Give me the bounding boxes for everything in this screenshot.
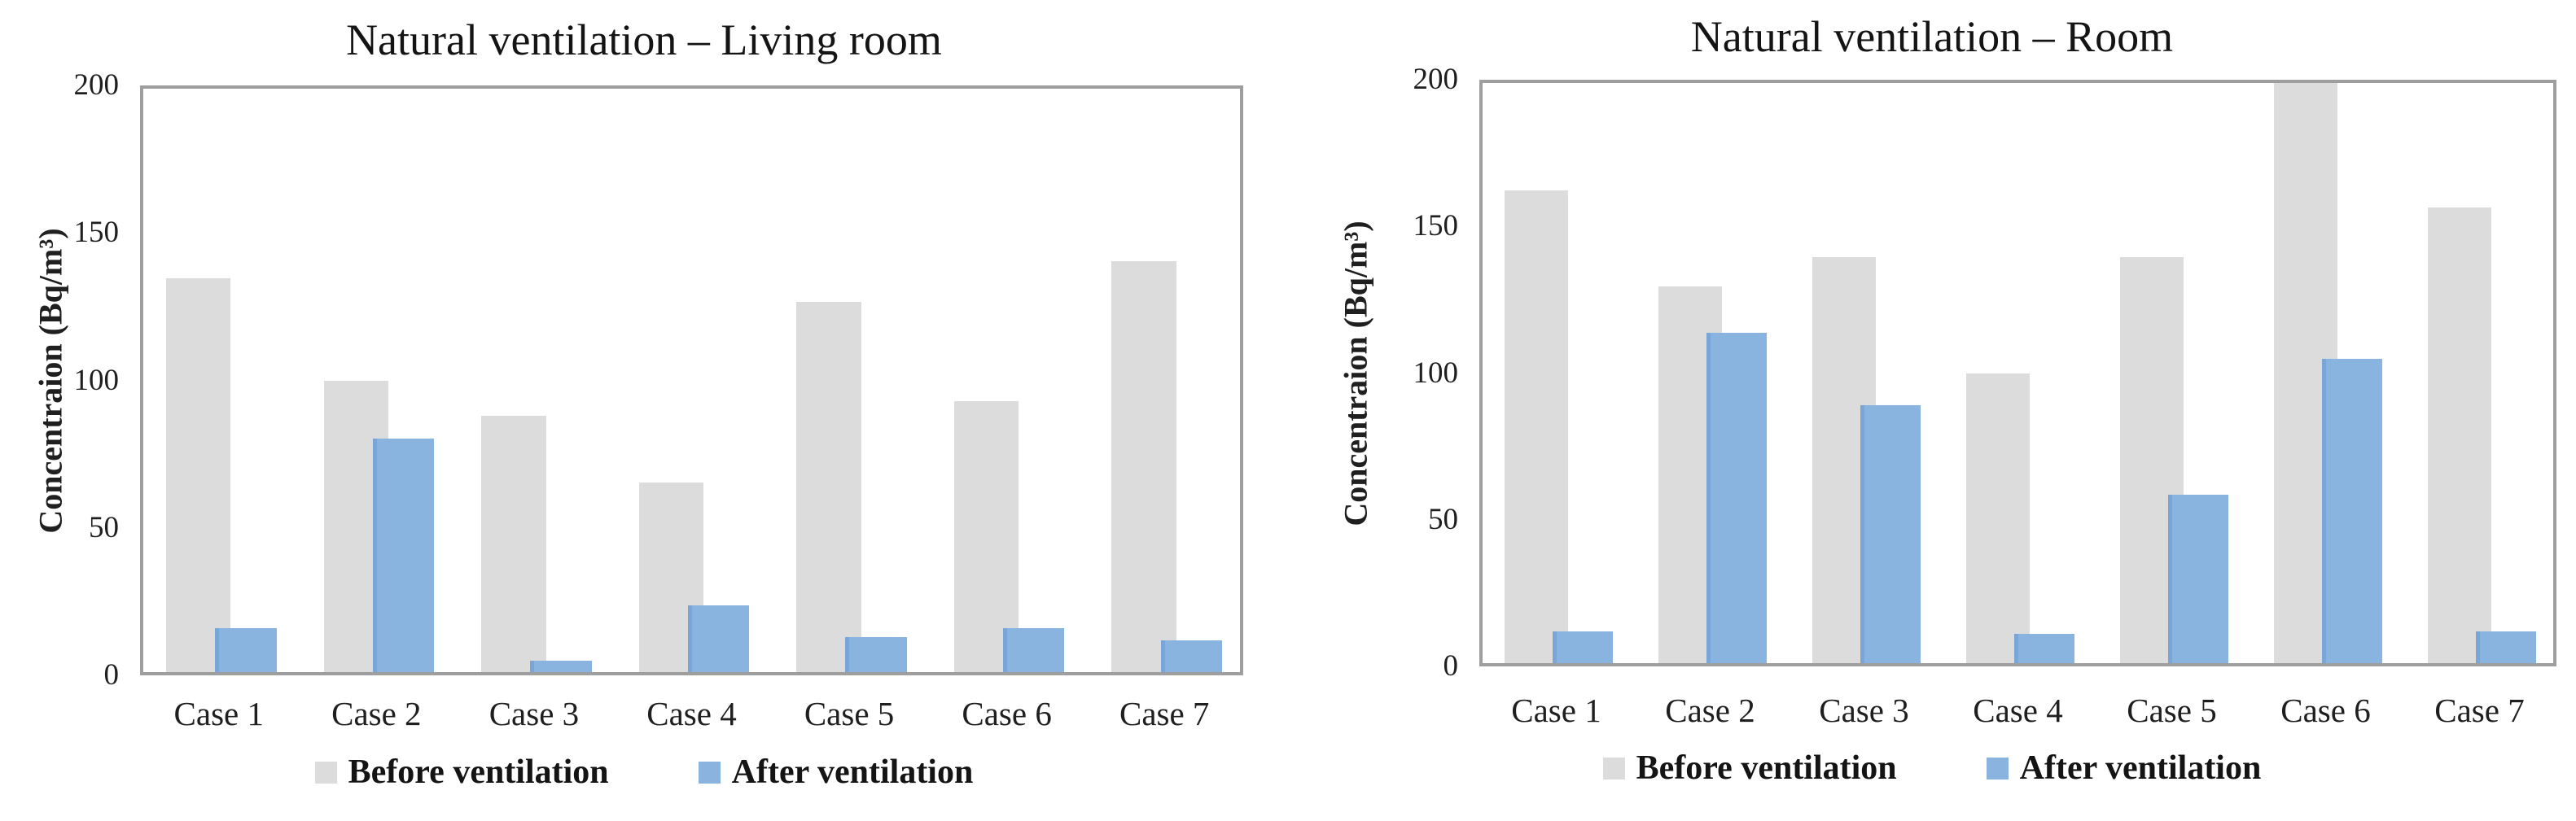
- y-tick-label: 100: [73, 363, 120, 397]
- bar-after-case-7: [1160, 640, 1222, 672]
- x-category-label: Case 1: [1511, 692, 1601, 729]
- bar-before-case-7: [1111, 260, 1176, 672]
- x-category-label: Case 7: [1119, 695, 1210, 732]
- plot-area: [1479, 80, 2556, 666]
- x-category-label: Case 3: [488, 695, 580, 732]
- bar-after-case-5: [845, 636, 907, 672]
- plot-area: [140, 85, 1243, 675]
- y-tick-label: 150: [1413, 209, 1459, 243]
- legend-label: After ventilation: [731, 753, 974, 791]
- legend-label: Before ventilation: [348, 753, 609, 791]
- bar-before-case-1: [166, 278, 231, 672]
- legend-entry: Before ventilation: [1602, 749, 1897, 788]
- bar-after-case-2: [372, 439, 435, 672]
- bar-before-case-4: [1966, 373, 2030, 663]
- y-tick-label: 200: [1413, 63, 1459, 96]
- x-category-label: Case 2: [331, 695, 422, 732]
- y-tick-label: 150: [73, 216, 120, 250]
- bar-before-case-5: [796, 301, 861, 672]
- x-category-label: Case 5: [2127, 692, 2217, 729]
- bar-after-case-1: [1552, 631, 1613, 663]
- legend-swatch: [698, 761, 721, 784]
- bar-after-case-7: [2475, 631, 2536, 663]
- bar-after-case-5: [2167, 495, 2228, 663]
- x-category-label: Case 1: [173, 695, 264, 732]
- legend-swatch: [314, 761, 337, 784]
- y-tick-label: 0: [1443, 649, 1459, 683]
- legend: Before ventilation After ventilation: [1288, 749, 2576, 788]
- bar-after-case-4: [687, 605, 750, 672]
- x-category-label: Case 6: [2280, 692, 2371, 729]
- bar-after-case-1: [215, 628, 277, 672]
- legend: Before ventilation After ventilation: [0, 753, 1288, 792]
- x-category-label: Case 5: [804, 695, 895, 732]
- bar-after-case-6: [1002, 628, 1065, 672]
- legend-entry: Before ventilation: [314, 753, 609, 792]
- legend-entry: After ventilation: [698, 753, 974, 792]
- bar-before-case-3: [481, 415, 546, 672]
- chart-panel-living-room: Natural ventilation – Living room Concen…: [0, 15, 1288, 792]
- bar-before-case-6: [953, 400, 1019, 672]
- x-category-label: Case 4: [646, 695, 737, 732]
- y-tick-label: 0: [103, 658, 120, 692]
- y-tick-label: 100: [1413, 356, 1459, 390]
- legend-label: After ventilation: [2019, 749, 2262, 787]
- x-category-label: Case 7: [2434, 692, 2525, 729]
- y-tick-label: 50: [89, 510, 119, 544]
- x-category-label: Case 2: [1665, 692, 1755, 729]
- legend-swatch: [1986, 757, 2009, 780]
- legend-label: Before ventilation: [1636, 749, 1897, 787]
- bar-after-case-6: [2321, 358, 2382, 663]
- x-category-label: Case 4: [1973, 692, 2063, 729]
- x-category-label: Case 3: [1819, 692, 1909, 729]
- y-tick-label: 200: [73, 68, 120, 102]
- bar-before-case-7: [2428, 207, 2491, 663]
- bar-before-case-1: [1505, 190, 1568, 663]
- y-tick-label: 50: [1428, 502, 1458, 536]
- bar-after-case-4: [2013, 634, 2074, 663]
- chart-title: Natural ventilation – Living room: [346, 15, 942, 64]
- chart-title: Natural ventilation – Room: [1690, 12, 2174, 61]
- bar-after-case-3: [530, 660, 592, 672]
- legend-swatch: [1602, 757, 1625, 780]
- chart-panel-room: Natural ventilation – Room Concentraion …: [1288, 0, 2576, 821]
- x-category-label: Case 6: [962, 695, 1052, 732]
- legend-entry: After ventilation: [1986, 749, 2262, 788]
- bar-after-case-2: [1706, 332, 1767, 663]
- bar-after-case-3: [1860, 404, 1921, 663]
